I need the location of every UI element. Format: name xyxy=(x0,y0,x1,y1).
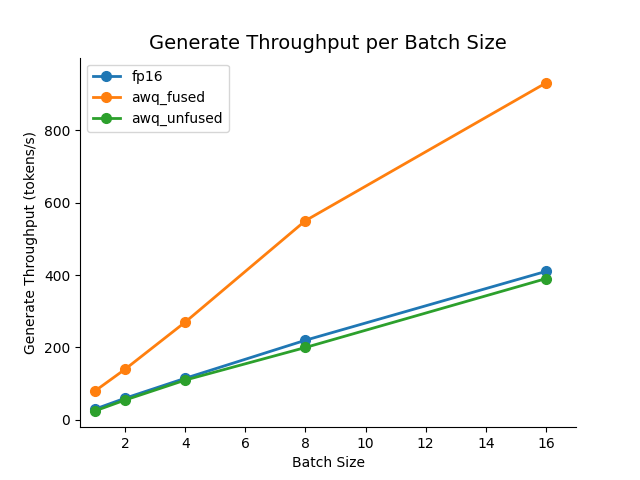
fp16 xyxy=(121,396,129,401)
Y-axis label: Generate Throughput (tokens/s): Generate Throughput (tokens/s) xyxy=(24,131,38,354)
awq_unfused xyxy=(301,345,309,350)
awq_fused xyxy=(542,80,550,86)
fp16 xyxy=(91,406,99,412)
awq_fused xyxy=(121,366,129,372)
awq_fused xyxy=(91,388,99,394)
awq_unfused xyxy=(91,408,99,414)
X-axis label: Batch Size: Batch Size xyxy=(291,456,365,470)
Line: fp16: fp16 xyxy=(90,266,551,414)
Line: awq_fused: awq_fused xyxy=(90,78,551,396)
fp16 xyxy=(542,268,550,274)
awq_fused xyxy=(301,218,309,224)
awq_unfused xyxy=(181,377,189,383)
fp16 xyxy=(181,375,189,381)
Line: awq_unfused: awq_unfused xyxy=(90,274,551,416)
awq_fused xyxy=(181,319,189,325)
Legend: fp16, awq_fused, awq_unfused: fp16, awq_fused, awq_unfused xyxy=(87,64,228,132)
awq_unfused xyxy=(542,276,550,281)
fp16 xyxy=(301,337,309,343)
awq_unfused xyxy=(121,397,129,403)
Title: Generate Throughput per Batch Size: Generate Throughput per Batch Size xyxy=(149,34,507,53)
